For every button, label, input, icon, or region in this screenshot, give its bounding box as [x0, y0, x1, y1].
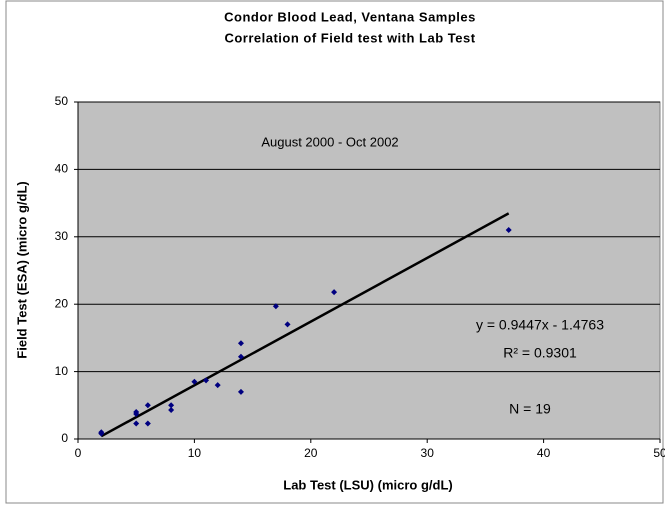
x-tick-label: 50: [653, 446, 665, 460]
data-point: [191, 378, 198, 385]
y-tick-label: 10: [55, 364, 69, 378]
data-point: [272, 303, 279, 310]
data-point: [133, 420, 140, 427]
x-tick-label: 0: [75, 446, 82, 460]
data-point: [237, 340, 244, 347]
data-point: [98, 430, 105, 437]
y-tick-label: 20: [55, 296, 69, 310]
y-tick-label: 0: [61, 431, 68, 445]
trendline: [100, 212, 510, 438]
annotation: N = 19: [509, 401, 551, 417]
chart-subtitle: Correlation of Field test with Lab Test: [224, 30, 475, 45]
x-tick-label: 20: [304, 446, 318, 460]
data-point: [237, 388, 244, 395]
trendline-equation: y = 0.9447x - 1.4763: [476, 317, 604, 333]
data-point: [284, 321, 291, 328]
x-tick-label: 40: [537, 446, 551, 460]
data-point: [133, 411, 140, 418]
annotation: August 2000 - Oct 2002: [261, 134, 398, 149]
plot-area: [77, 101, 661, 440]
data-point: [144, 420, 151, 427]
x-axis-title: Lab Test (LSU) (micro g/dL): [283, 477, 452, 492]
data-point: [168, 407, 175, 414]
chart-title: Condor Blood Lead, Ventana Samples: [224, 9, 476, 24]
x-tick-label: 30: [421, 446, 435, 460]
data-point: [237, 353, 244, 360]
x-tick-label: 10: [188, 446, 202, 460]
y-axis-title: Field Test (ESA) (micro g/dL): [14, 181, 29, 358]
r-squared: R² = 0.9301: [503, 345, 577, 361]
data-point: [168, 402, 175, 409]
y-tick-label: 30: [55, 229, 69, 243]
data-point: [331, 289, 338, 296]
data-point: [203, 377, 210, 384]
data-point: [144, 402, 151, 409]
data-point: [214, 382, 221, 389]
y-tick-label: 50: [55, 94, 69, 108]
data-point: [505, 227, 512, 234]
y-tick-label: 40: [55, 162, 69, 176]
